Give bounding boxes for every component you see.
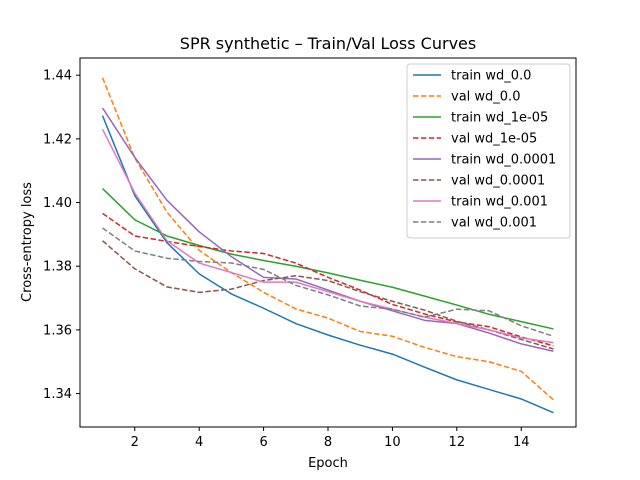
- series-line-train-wd-0-001: [101, 128, 554, 344]
- y-tick-label: 1.44: [43, 69, 72, 84]
- legend-label-train-wd-1e-05: train wd_1e-05: [451, 111, 548, 126]
- series-line-val-wd-0-0: [101, 77, 554, 401]
- series-line-val-wd-0-001: [102, 227, 554, 337]
- y-tick-label: 1.34: [43, 387, 72, 402]
- series-line-train-wd-0-0001: [101, 107, 554, 352]
- legend-label-val-wd-0-001: val wd_0.001: [451, 216, 537, 231]
- legend-label-val-wd-0-0001: val wd_0.0001: [451, 174, 545, 189]
- y-tick-label: 1.42: [43, 132, 72, 147]
- x-tick-label: 6: [259, 435, 267, 450]
- y-axis-ticks: 1.34 1.36 1.38 1.40 1.42 1.44: [43, 69, 80, 402]
- x-tick-label: 14: [513, 435, 530, 450]
- x-tick-label: 4: [195, 435, 203, 450]
- series-line-val-wd-0-0001: [102, 240, 554, 350]
- x-tick-label: 10: [384, 435, 401, 450]
- legend-label-train-wd-0-0: train wd_0.0: [451, 69, 531, 84]
- x-tick-label: 2: [131, 435, 139, 450]
- x-tick-label: 8: [324, 435, 332, 450]
- y-tick-label: 1.36: [43, 323, 72, 338]
- legend-label-val-wd-1e-05: val wd_1e-05: [451, 132, 537, 147]
- chart-title: SPR synthetic – Train/Val Loss Curves: [180, 34, 476, 53]
- series-line-train-wd-1e-05: [102, 187, 554, 330]
- plot-lines: [101, 77, 554, 414]
- legend-label-train-wd-0-0001: train wd_0.0001: [451, 153, 556, 168]
- legend-label-val-wd-0-0: val wd_0.0: [451, 90, 520, 105]
- x-axis-ticks: 2 4 6 8 10 12 14: [131, 427, 530, 450]
- series-line-val-wd-1e-05: [102, 212, 554, 347]
- legend-box: [406, 63, 571, 239]
- series-line-train-wd-0-0: [101, 115, 554, 414]
- y-axis-label: Cross-entropy loss: [20, 182, 35, 302]
- y-tick-label: 1.40: [43, 196, 72, 211]
- legend-label-train-wd-0-001: train wd_0.001: [451, 195, 548, 210]
- x-tick-label: 12: [449, 435, 466, 450]
- y-tick-label: 1.38: [43, 260, 72, 275]
- x-axis-label: Epoch: [308, 456, 348, 471]
